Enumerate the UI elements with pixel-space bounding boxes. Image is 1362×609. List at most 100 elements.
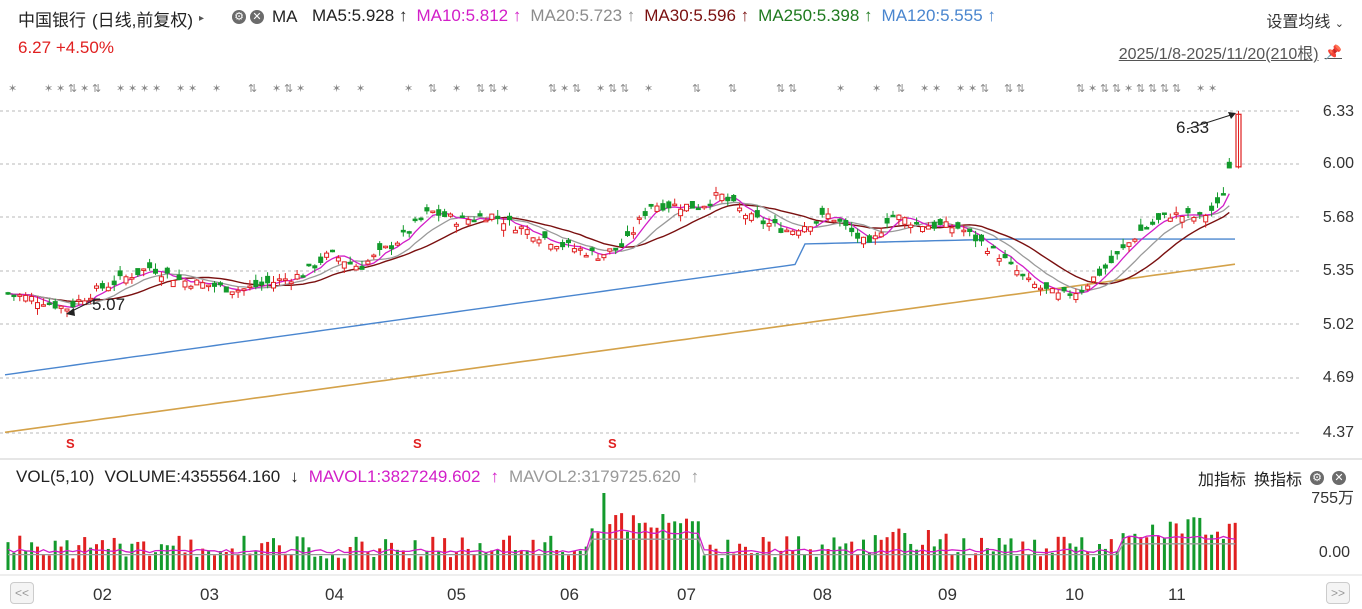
close-icon[interactable]: ✕ [1332,471,1346,485]
candle-body [1073,293,1079,301]
volume-bar [749,553,753,570]
candle-body [937,219,943,225]
settings-ma-button[interactable]: 设置均线 ⌄ [1266,8,1344,32]
candle-body [147,262,153,269]
event-marker: ⇅ [428,82,437,95]
volume-bar [1221,538,1225,570]
volume-bar [968,557,972,570]
candle-body [973,234,979,242]
candle-body [990,245,996,249]
candle-body [524,229,530,235]
candle-body [1026,277,1032,281]
candle-body [1173,212,1179,215]
candle-body [35,302,40,310]
gear-icon[interactable]: ⚙ [232,10,246,24]
volume-bar [283,553,287,570]
candle-body [866,235,872,243]
volume-bar [142,541,146,570]
scroll-left-button[interactable]: << [10,582,34,604]
expand-arrow-icon[interactable]: ▸ [199,13,205,24]
event-marker: ⇅ [1076,82,1085,95]
volume-bar [183,552,187,570]
volume-bar [537,555,541,570]
event-marker: ✶ [1196,82,1205,95]
candle-body [984,250,990,255]
volume-bar [608,524,612,570]
event-marker: ✶ [176,82,185,95]
candle-body [1150,221,1156,225]
price-tick: 5.68 [1322,209,1354,226]
stock-header: 中国银行 (日线,前复权) ▸ [18,6,210,31]
candle-body [389,245,394,250]
candle-body [1043,282,1049,289]
volume-bar [201,548,205,570]
volume-bar [797,536,801,570]
candle-body [294,273,300,280]
volume-bar [508,535,511,570]
candle-body [731,195,737,202]
candle-body [831,219,837,223]
candle-body [1008,261,1014,265]
event-marker: ⇅ [284,82,293,95]
ma30-line [7,203,1230,303]
event-marker: ✶ [836,82,845,95]
date-range[interactable]: 2025/1/8-2025/11/20(210根) 📌 [1119,40,1342,64]
candle-body [1226,161,1232,169]
volume-bar [578,550,582,570]
period-label[interactable]: (日线,前复权) [92,11,194,30]
candle-body [625,231,630,237]
switch-indicator-button[interactable]: 换指标 [1253,472,1302,489]
ma10-line [7,193,1230,309]
volume-bar [224,551,228,570]
volume-bar [342,558,346,570]
sell-signal[interactable]: S [66,436,75,451]
volume-bar [655,527,659,570]
candle-body [117,270,123,277]
volume-bar [295,536,299,570]
scroll-right-button[interactable]: >> [1326,582,1350,604]
add-indicator-button[interactable]: 加指标 [1197,472,1246,489]
sell-signal[interactable]: S [413,436,422,451]
volume-arrow: ↓ [290,467,299,486]
candle-body [76,299,82,302]
candle-body [265,275,271,284]
candle-body [23,294,29,302]
volume-bar [1180,533,1184,570]
sell-signal[interactable]: S [608,436,617,451]
volume-bar [195,556,199,570]
candle-body [64,308,70,312]
close-icon[interactable]: ✕ [250,10,264,24]
stock-name[interactable]: 中国银行 [18,11,86,30]
mavol1-value: MAVOL1:3827249.602 [308,467,481,486]
candle-body [383,245,389,249]
candle-body [566,239,571,244]
month-label: 07 [677,585,696,604]
candle-body [1067,293,1073,296]
event-marker: ✶ [1124,82,1133,95]
volume-bar [372,556,376,570]
volume-bar [1233,522,1237,570]
candle-body [695,207,701,211]
volume-bar [124,556,128,570]
volume-bar [41,554,45,570]
volume-bar [596,532,600,570]
volume-bar [850,541,854,570]
settings-ma-label: 设置均线 [1266,14,1331,31]
gear-icon[interactable]: ⚙ [1310,471,1324,485]
price-change: 6.27 +4.50% [18,38,114,58]
volume-bar [826,548,830,570]
volume-value: VOLUME:4355564.160 [104,467,281,486]
event-marker: ✶ [872,82,881,95]
pin-icon[interactable]: 📌 [1324,43,1342,60]
volume-bar [1115,551,1119,570]
candle-body [276,278,282,281]
candle-body [790,230,796,235]
event-marker: ⇅ [488,82,497,95]
candle-body [1079,289,1085,293]
candle-body [52,301,58,309]
ma250-line [4,263,1236,434]
month-label: 03 [200,585,219,604]
volume-bar [1080,537,1084,570]
candle-body [235,289,241,293]
